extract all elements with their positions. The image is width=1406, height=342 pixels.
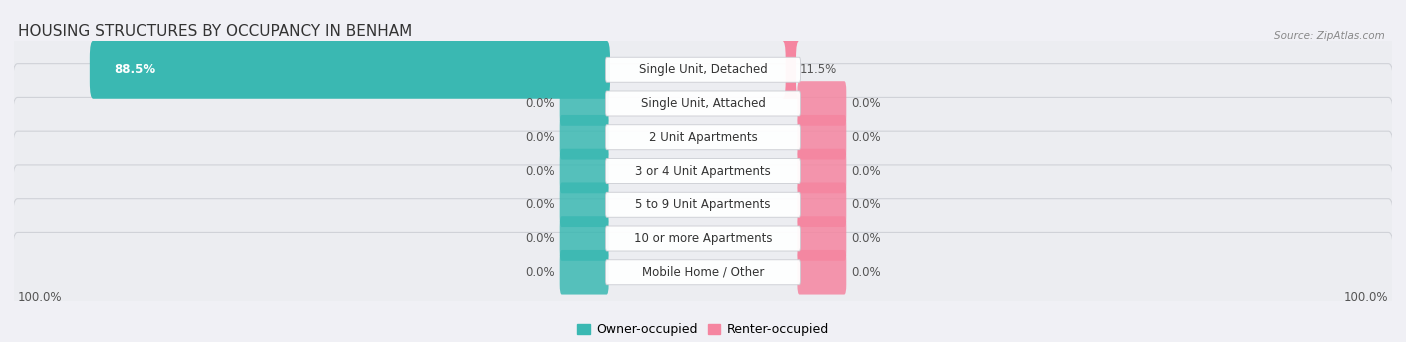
FancyBboxPatch shape	[797, 149, 846, 193]
FancyBboxPatch shape	[606, 226, 800, 251]
Text: 0.0%: 0.0%	[526, 97, 555, 110]
FancyBboxPatch shape	[797, 216, 846, 261]
FancyBboxPatch shape	[560, 250, 609, 294]
Text: 10 or more Apartments: 10 or more Apartments	[634, 232, 772, 245]
FancyBboxPatch shape	[13, 64, 1393, 143]
FancyBboxPatch shape	[797, 115, 846, 159]
Text: Source: ZipAtlas.com: Source: ZipAtlas.com	[1274, 31, 1385, 41]
FancyBboxPatch shape	[797, 81, 846, 126]
Text: 88.5%: 88.5%	[114, 63, 155, 76]
FancyBboxPatch shape	[90, 41, 610, 99]
FancyBboxPatch shape	[606, 260, 800, 285]
FancyBboxPatch shape	[797, 250, 846, 294]
Text: 0.0%: 0.0%	[851, 131, 880, 144]
FancyBboxPatch shape	[13, 97, 1393, 177]
Text: 0.0%: 0.0%	[851, 266, 880, 279]
FancyBboxPatch shape	[606, 91, 800, 116]
Text: 3 or 4 Unit Apartments: 3 or 4 Unit Apartments	[636, 165, 770, 177]
FancyBboxPatch shape	[13, 233, 1393, 312]
Text: 0.0%: 0.0%	[851, 198, 880, 211]
Text: Mobile Home / Other: Mobile Home / Other	[641, 266, 765, 279]
Text: 100.0%: 100.0%	[1344, 291, 1389, 304]
FancyBboxPatch shape	[560, 183, 609, 227]
FancyBboxPatch shape	[606, 57, 800, 82]
FancyBboxPatch shape	[13, 199, 1393, 278]
Text: 11.5%: 11.5%	[800, 63, 837, 76]
FancyBboxPatch shape	[560, 216, 609, 261]
Text: 0.0%: 0.0%	[851, 232, 880, 245]
Text: 100.0%: 100.0%	[17, 291, 62, 304]
FancyBboxPatch shape	[606, 192, 800, 217]
Text: 0.0%: 0.0%	[526, 266, 555, 279]
FancyBboxPatch shape	[13, 131, 1393, 211]
Text: 0.0%: 0.0%	[526, 131, 555, 144]
FancyBboxPatch shape	[560, 115, 609, 159]
FancyBboxPatch shape	[797, 183, 846, 227]
FancyBboxPatch shape	[782, 41, 800, 99]
Text: 0.0%: 0.0%	[526, 232, 555, 245]
Text: 0.0%: 0.0%	[851, 165, 880, 177]
Text: 0.0%: 0.0%	[526, 165, 555, 177]
Text: Single Unit, Attached: Single Unit, Attached	[641, 97, 765, 110]
Text: 5 to 9 Unit Apartments: 5 to 9 Unit Apartments	[636, 198, 770, 211]
Text: 0.0%: 0.0%	[526, 198, 555, 211]
Text: 0.0%: 0.0%	[851, 97, 880, 110]
Legend: Owner-occupied, Renter-occupied: Owner-occupied, Renter-occupied	[572, 318, 834, 342]
Text: Single Unit, Detached: Single Unit, Detached	[638, 63, 768, 76]
FancyBboxPatch shape	[13, 30, 1393, 109]
FancyBboxPatch shape	[606, 158, 800, 184]
Text: HOUSING STRUCTURES BY OCCUPANCY IN BENHAM: HOUSING STRUCTURES BY OCCUPANCY IN BENHA…	[17, 24, 412, 39]
FancyBboxPatch shape	[560, 81, 609, 126]
FancyBboxPatch shape	[560, 149, 609, 193]
FancyBboxPatch shape	[606, 125, 800, 150]
Text: 2 Unit Apartments: 2 Unit Apartments	[648, 131, 758, 144]
FancyBboxPatch shape	[13, 165, 1393, 245]
